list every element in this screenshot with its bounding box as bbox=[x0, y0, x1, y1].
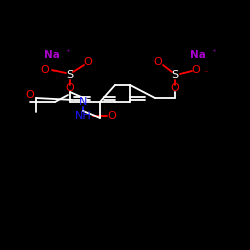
Text: S: S bbox=[172, 70, 178, 80]
Text: O: O bbox=[26, 90, 34, 100]
Text: O: O bbox=[84, 57, 92, 67]
Text: ⁺: ⁺ bbox=[212, 48, 216, 56]
Text: Na: Na bbox=[190, 50, 206, 60]
Text: NH: NH bbox=[74, 111, 92, 121]
Text: O: O bbox=[154, 57, 162, 67]
Text: O: O bbox=[170, 83, 179, 93]
Text: ⁻: ⁻ bbox=[52, 68, 56, 78]
Text: Na: Na bbox=[44, 50, 60, 60]
Text: O: O bbox=[66, 83, 74, 93]
Text: O: O bbox=[40, 65, 50, 75]
Text: ⁻: ⁻ bbox=[204, 68, 208, 78]
Text: O: O bbox=[108, 111, 116, 121]
Text: N: N bbox=[79, 97, 87, 107]
Text: ⁺: ⁺ bbox=[66, 48, 70, 56]
Text: O: O bbox=[192, 65, 200, 75]
Text: S: S bbox=[66, 70, 73, 80]
